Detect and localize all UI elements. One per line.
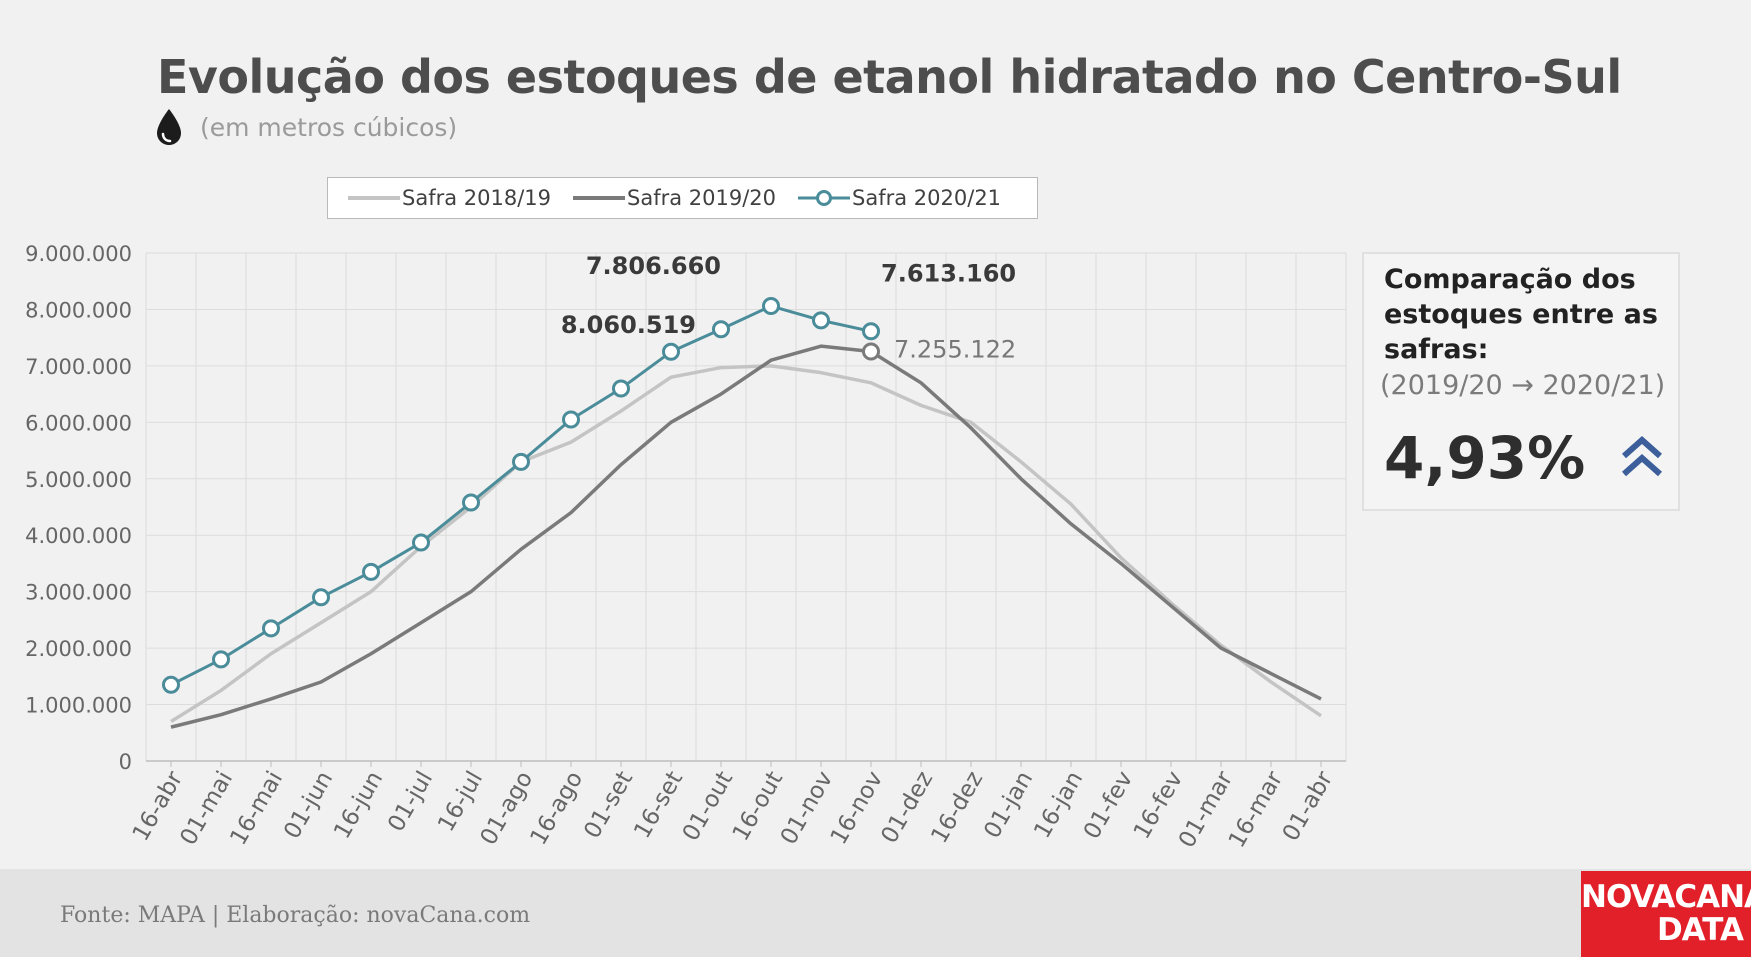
y-tick-label: 5.000.000 bbox=[25, 468, 132, 492]
legend-item-2019: Safra 2019/20 bbox=[571, 186, 776, 210]
data-point-2020 bbox=[862, 322, 880, 341]
legend-label-2019: Safra 2019/20 bbox=[627, 186, 777, 210]
logo-line-2: DATA bbox=[1656, 912, 1744, 948]
data-label: 8.060.519 bbox=[561, 311, 696, 339]
footer: Fonte: MAPA | Elaboração: novaCana.com bbox=[0, 869, 1751, 957]
data-point-2020 bbox=[312, 588, 330, 607]
y-tick-label: 8.000.000 bbox=[25, 298, 132, 322]
drop-icon bbox=[157, 109, 181, 145]
y-tick-label: 1.000.000 bbox=[25, 694, 132, 718]
data-point-2020 bbox=[262, 619, 280, 638]
comparison-panel: Comparação dos estoques entre as safras:… bbox=[1362, 252, 1680, 511]
data-label: 7.255.122 bbox=[894, 335, 1016, 363]
chart-subtitle: (em metros cúbicos) bbox=[200, 112, 458, 142]
legend-label-2020: Safra 2020/21 bbox=[852, 186, 1002, 210]
data-label: 7.613.160 bbox=[881, 259, 1016, 287]
data-point-2020 bbox=[412, 533, 430, 552]
chart-legend: Safra 2018/19 Safra 2019/20 Safra 2020/2… bbox=[327, 177, 1038, 219]
x-tick-label: 01-jun bbox=[279, 767, 338, 843]
legend-label-2018: Safra 2018/19 bbox=[402, 186, 552, 210]
x-tick-label: 01-jul bbox=[383, 767, 438, 836]
x-tick-label: 01-abr bbox=[1278, 767, 1339, 846]
subtitle-row: (em metros cúbicos) bbox=[154, 108, 457, 146]
logo-line-1: NOVACANA bbox=[1581, 879, 1751, 915]
chart-title: Evolução dos estoques de etanol hidratad… bbox=[157, 50, 1622, 104]
x-tick-label: 01-fev bbox=[1079, 767, 1138, 844]
data-point-2020 bbox=[362, 562, 380, 581]
data-point-2020 bbox=[512, 452, 530, 471]
data-label: 7.806.660 bbox=[586, 252, 721, 280]
y-tick-label: 9.000.000 bbox=[25, 242, 132, 266]
data-point-2020 bbox=[162, 675, 180, 694]
data-point-2020 bbox=[562, 410, 580, 429]
data-point-2020 bbox=[762, 297, 780, 316]
y-tick-label: 2.000.000 bbox=[25, 637, 132, 661]
footer-source: Fonte: MAPA | Elaboração: novaCana.com bbox=[60, 903, 531, 928]
y-tick-label: 0 bbox=[119, 750, 132, 774]
y-tick-label: 7.000.000 bbox=[25, 355, 132, 379]
series-line-1 bbox=[170, 344, 1322, 729]
data-point-2020 bbox=[612, 379, 630, 398]
panel-range: (2019/20 → 2020/21) bbox=[1380, 370, 1666, 401]
panel-value: 4,93% bbox=[1384, 424, 1586, 492]
x-tick-label: 01-jan bbox=[979, 767, 1038, 843]
y-tick-label: 4.000.000 bbox=[25, 524, 132, 548]
data-point-2020 bbox=[712, 320, 730, 339]
legend-item-2020: Safra 2020/21 bbox=[796, 186, 1001, 210]
y-tick-label: 3.000.000 bbox=[25, 581, 132, 605]
legend-item-2018: Safra 2018/19 bbox=[346, 186, 551, 210]
legend-line-2020 bbox=[798, 190, 851, 206]
data-point-2020 bbox=[662, 342, 680, 361]
data-point-2019 bbox=[862, 342, 880, 361]
x-tick-label: 16-jun bbox=[329, 767, 388, 843]
double-chevron-up-icon bbox=[1622, 435, 1662, 477]
data-point-2020 bbox=[212, 650, 230, 669]
legend-line-2019 bbox=[573, 196, 626, 200]
x-tick-label: 01-set bbox=[579, 767, 638, 843]
novacana-logo: NOVACANA DATA bbox=[1581, 871, 1751, 957]
y-tick-label: 6.000.000 bbox=[25, 411, 132, 435]
legend-line-2018 bbox=[348, 196, 400, 200]
data-point-2020 bbox=[812, 311, 830, 330]
panel-title: Comparação dos estoques entre as safras: bbox=[1384, 264, 1658, 365]
x-tick-label: 16-jul bbox=[433, 767, 488, 836]
series-line-0 bbox=[170, 364, 1322, 723]
data-point-2020 bbox=[462, 493, 480, 512]
